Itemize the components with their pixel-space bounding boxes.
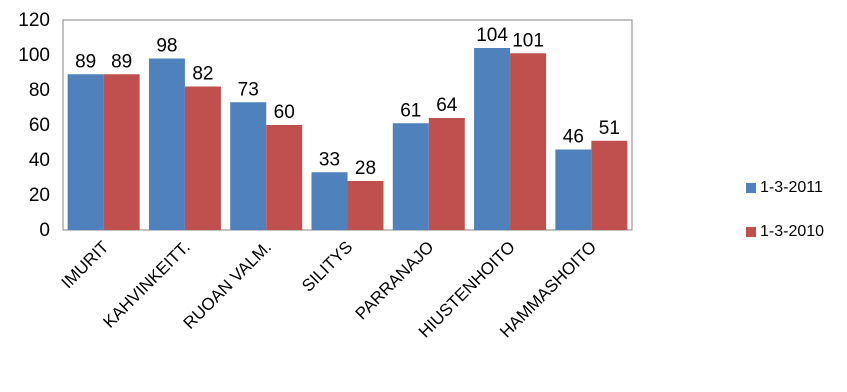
y-tick-label: 100 <box>18 45 50 66</box>
bar <box>67 74 104 230</box>
x-tick-label: RUOAN VALM. <box>180 237 275 332</box>
x-tick-label: SILITYS <box>298 237 356 295</box>
y-tick-label: 60 <box>29 115 50 136</box>
bar <box>148 58 185 230</box>
data-label: 89 <box>75 51 96 72</box>
y-tick-label: 20 <box>29 185 50 206</box>
bar <box>591 140 628 230</box>
bar <box>311 172 348 230</box>
bar-series-group <box>67 48 628 230</box>
data-label: 60 <box>274 102 295 123</box>
data-label: 46 <box>563 127 584 148</box>
data-label: 64 <box>436 95 458 116</box>
data-label: 51 <box>599 118 620 139</box>
bar <box>428 118 465 230</box>
bar <box>103 74 140 230</box>
y-axis: 0 20 40 60 80 100 120 <box>18 10 50 241</box>
y-tick-label: 0 <box>39 220 50 241</box>
x-tick-label: PARRANAJO <box>352 237 438 323</box>
data-label: 28 <box>355 158 376 179</box>
bar <box>184 86 221 230</box>
bar <box>266 125 303 230</box>
data-label: 98 <box>156 36 177 57</box>
legend-swatch-series-2 <box>746 227 756 237</box>
legend-item-series-1: 1-3-2011 <box>746 178 846 198</box>
x-tick-label: KAHVINKEITT. <box>99 237 193 331</box>
y-tick-label: 40 <box>29 150 50 171</box>
data-label: 73 <box>238 79 259 100</box>
legend-swatch-series-1 <box>746 183 756 193</box>
x-tick-label: IMURIT <box>58 237 113 292</box>
data-labels: 89 89 98 82 73 60 33 28 61 64 104 101 46 51 <box>75 25 620 179</box>
legend-label-series-2: 1-3-2010 <box>760 223 825 240</box>
bar <box>230 102 267 230</box>
y-tick-label: 80 <box>29 80 50 101</box>
bar <box>392 123 429 230</box>
data-label: 33 <box>319 149 340 170</box>
data-label: 89 <box>111 51 132 72</box>
data-label: 101 <box>512 30 544 51</box>
legend-label-series-1: 1-3-2011 <box>760 179 823 196</box>
bar <box>555 149 592 230</box>
legend: 1-3-2011 1-3-2010 <box>746 178 846 266</box>
data-label: 61 <box>400 100 421 121</box>
legend-item-series-2: 1-3-2010 <box>746 222 846 242</box>
data-label: 104 <box>476 25 508 46</box>
bar <box>510 53 547 230</box>
y-tick-label: 120 <box>18 10 50 31</box>
bar <box>474 48 511 230</box>
data-label: 82 <box>192 64 213 85</box>
bar <box>347 181 384 230</box>
